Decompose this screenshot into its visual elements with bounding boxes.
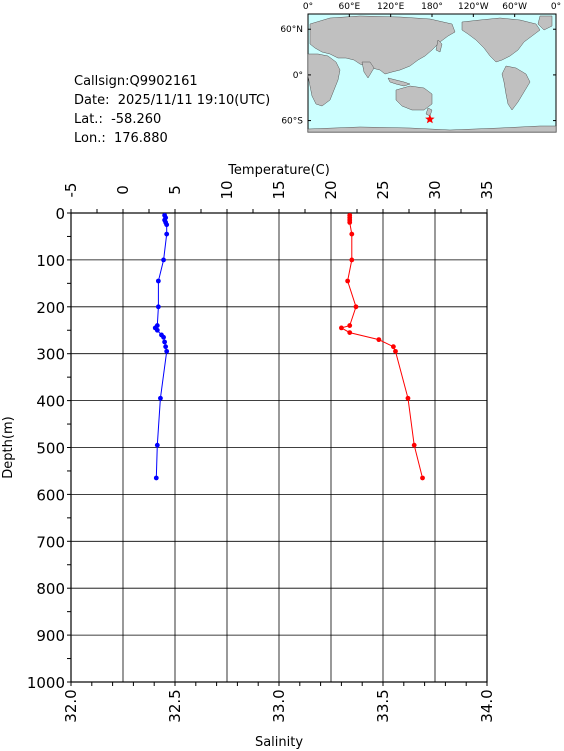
temperature-axis-title: Temperature(C) (227, 163, 330, 178)
temperature-data-point (164, 348, 170, 354)
temperature-data-point (163, 344, 169, 350)
location-marker-star (425, 114, 435, 124)
temperature-data-point (153, 475, 159, 481)
salinity-data-point (393, 348, 398, 354)
map-lat-label: 60°N (280, 25, 303, 35)
depth-tick-label: 300 (36, 346, 65, 364)
station-info: Callsign:Q9902161 Date: 2025/11/11 19:10… (74, 72, 270, 148)
depth-tick-label: 100 (36, 252, 65, 270)
depth-tick-label: 800 (36, 580, 65, 598)
map-lon-label: 120°E (377, 2, 405, 12)
salinity-data-point (345, 278, 351, 284)
temperature-data-point (154, 327, 160, 333)
temperature-data-point (158, 395, 163, 401)
temperature-tick-label: 35 (478, 180, 496, 199)
salinity-data-point (353, 304, 359, 310)
salinity-tick-label: 33.0 (270, 689, 288, 722)
map-land-indonesia (387, 77, 411, 87)
temperature-data-point (161, 334, 166, 340)
map-land-south-america (501, 65, 531, 111)
salinity-profile-line (340, 215, 423, 479)
map-lon-label: 60°E (339, 2, 361, 12)
depth-tick-label: 200 (36, 299, 65, 317)
longitude-text: Lon.: 176.880 (74, 131, 168, 146)
chart-ticks (67, 209, 488, 686)
depth-tick-label: 500 (36, 440, 65, 458)
salinity-data-point (376, 337, 382, 343)
chart-grid (70, 212, 488, 683)
salinity-data-point (405, 395, 411, 401)
salinity-data-point (347, 323, 353, 328)
salinity-tick-label: 34.0 (478, 689, 496, 722)
salinity-data-point (349, 257, 355, 263)
world-map: 0° 60°E 120°E 180° 120°W 60°W 0° 60°N 0° 60°S (280, 2, 561, 133)
temperature-data-point (154, 442, 160, 448)
temperature-tick-label: -5 (62, 183, 80, 198)
temperature-data-point (162, 339, 168, 345)
temperature-tick-label: 25 (374, 180, 392, 199)
callsign-text: Callsign:Q9902161 (74, 74, 198, 89)
depth-tick-label: 0 (55, 205, 65, 223)
map-land-japan (435, 39, 443, 53)
salinity-data-point (339, 325, 344, 331)
map-land-antarctica (307, 125, 557, 133)
latitude-text: Lat.: -58.260 (74, 112, 162, 127)
temperature-tick-label: 10 (218, 180, 236, 199)
temperature-data-point (164, 231, 170, 237)
salinity-data-point (347, 330, 353, 335)
salinity-tick-label: 32.0 (62, 689, 80, 722)
map-land-australia (395, 85, 433, 111)
map-land-india (361, 61, 375, 79)
salinity-data-point (347, 219, 353, 225)
temperature-tick-label: 20 (322, 180, 340, 199)
depth-tick-label: 700 (36, 533, 65, 551)
salinity-data-point (391, 344, 396, 350)
depth-axis-title: Depth(m) (1, 416, 16, 478)
temperature-data-point (164, 222, 170, 228)
map-land-north-america (461, 17, 541, 63)
temperature-tick-label: 5 (166, 185, 184, 195)
salinity-tick-label: 33.5 (374, 689, 392, 722)
salinity-data-point (411, 442, 417, 448)
temperature-data-point (155, 278, 161, 284)
map-land-greenland (537, 15, 553, 31)
depth-tick-label: 1000 (27, 674, 65, 692)
temperature-tick-label: 15 (270, 180, 288, 199)
map-lon-label: 120°W (458, 2, 489, 12)
temperature-data-point (155, 304, 161, 310)
salinity-data-point (349, 231, 355, 237)
date-text: Date: 2025/11/11 19:10(UTC) (74, 93, 271, 108)
depth-tick-label: 600 (36, 486, 65, 504)
map-land-africa (307, 53, 341, 107)
map-land-eurasia (309, 15, 456, 75)
map-lat-label: 60°S (281, 117, 303, 127)
depth-tick-label: 900 (36, 627, 65, 645)
salinity-data-point (420, 475, 425, 481)
map-lon-label: 0° (303, 2, 313, 12)
map-lon-label: 60°W (502, 2, 527, 12)
temperature-tick-label: 30 (426, 180, 444, 199)
map-lat-label: 0° (293, 71, 303, 81)
map-lon-label: 180° (421, 2, 443, 12)
salinity-axis-title: Salinity (255, 735, 303, 750)
map-lon-label: 0° (551, 2, 561, 12)
temperature-tick-label: 0 (114, 185, 132, 195)
chart-series (152, 212, 425, 481)
chart-labels: -5 0 5 10 15 20 25 30 35 32.0 32.5 33.0 33.5 34.0 0 100… (1, 163, 496, 750)
temperature-data-point (161, 257, 166, 263)
depth-tick-label: 400 (36, 393, 65, 411)
salinity-tick-label: 32.5 (166, 689, 184, 722)
